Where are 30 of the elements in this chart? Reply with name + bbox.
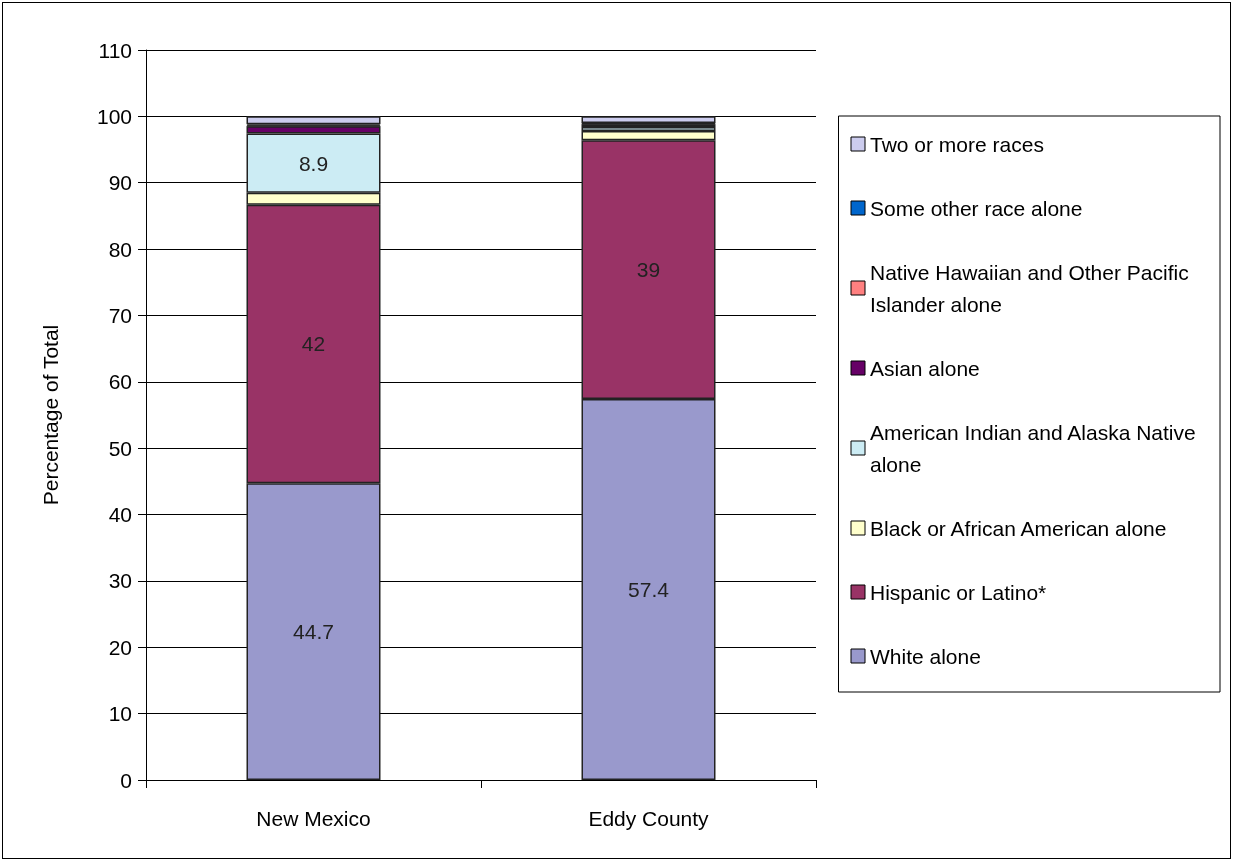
data-label: 42 — [301, 332, 326, 356]
legend-label: Some other race alone — [870, 196, 1083, 220]
legend-label: Hispanic or Latino* — [870, 580, 1047, 604]
y-tick-label: 20 — [108, 635, 132, 659]
data-label: 8.9 — [298, 151, 329, 175]
y-tick-label: 80 — [108, 237, 132, 261]
bar — [581, 116, 716, 123]
legend-label: White alone — [870, 644, 981, 668]
y-tick-label: 30 — [108, 569, 132, 593]
x-tick-label: Eddy County — [588, 807, 710, 830]
bar — [246, 116, 381, 125]
y-tick-label: 100 — [96, 104, 132, 128]
y-tick-label: 40 — [108, 503, 132, 527]
data-label: 39 — [636, 258, 661, 282]
y-tick-label: 10 — [108, 702, 132, 726]
y-axis-title: Percentage of Total — [39, 324, 62, 506]
y-tick-label: 110 — [98, 38, 132, 62]
y-tick-label: 0 — [120, 768, 132, 792]
data-label: 44.7 — [293, 620, 334, 644]
legend-label: Two or more races — [870, 132, 1044, 156]
y-tick-label: 70 — [108, 303, 132, 327]
y-tick-label: 60 — [108, 370, 132, 394]
legend-label: Asian alone — [870, 356, 980, 380]
legend-label: Native Hawaiian and Other Pacific Islander alone — [870, 260, 1195, 316]
data-label: 57.4 — [628, 578, 670, 602]
y-tick-label: 90 — [108, 171, 132, 195]
x-tick-label: New Mexico — [256, 807, 371, 830]
legend-label: Black or African American alone — [870, 516, 1167, 540]
legend-label: American Indian and Alaska Native alone — [870, 420, 1202, 476]
y-tick-label: 50 — [108, 436, 132, 460]
